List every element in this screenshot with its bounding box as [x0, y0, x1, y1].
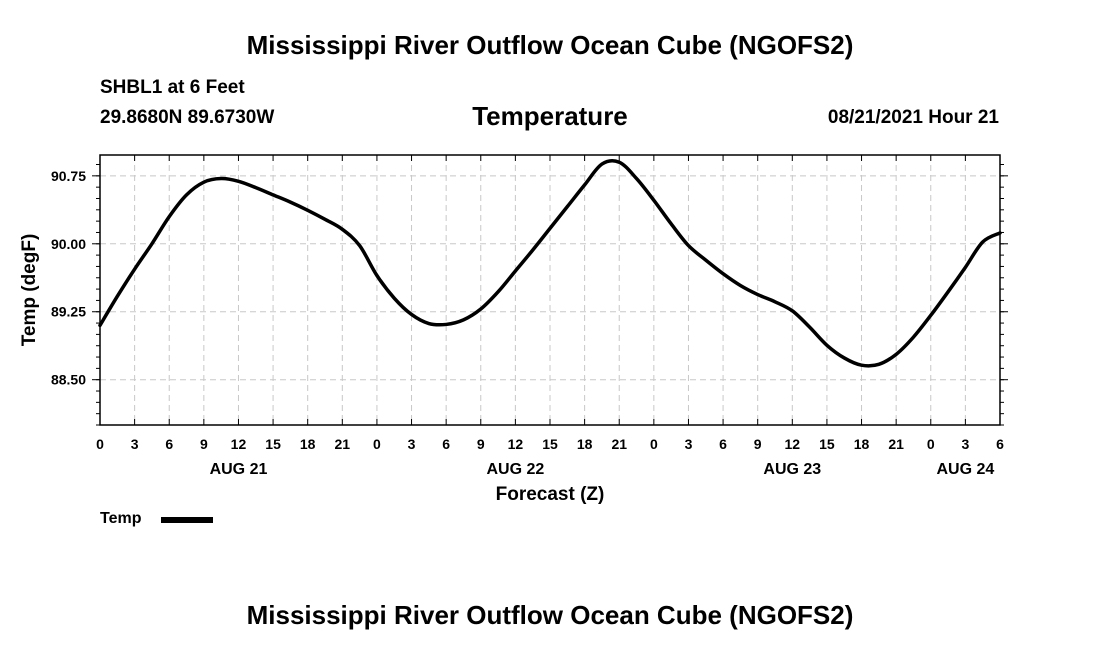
day-label: AUG 23	[763, 461, 821, 478]
x-tick-label: 3	[131, 436, 139, 452]
x-tick-label: 21	[888, 436, 904, 452]
day-label: AUG 22	[486, 461, 544, 478]
x-tick-label: 21	[611, 436, 627, 452]
station-label: SHBL1 at 6 Feet	[100, 77, 245, 98]
x-tick-label: 6	[996, 436, 1004, 452]
main-title: Mississippi River Outflow Ocean Cube (NG…	[246, 30, 854, 60]
legend-label: Temp	[100, 510, 142, 527]
x-tick-label: 3	[961, 436, 969, 452]
x-tick-label: 18	[854, 436, 870, 452]
axis-labels: 0 3 6 9 12 15 18 21 0 3 6 9 12 15 18 21 0 3 6 9 12 15 18 21 0 3 6 8…	[51, 168, 1004, 478]
legend-line-swatch	[161, 517, 213, 523]
series-layer	[98, 159, 1002, 368]
y-tick-label: 89.25	[51, 304, 86, 320]
x-tick-label: 18	[300, 436, 316, 452]
x-tick-label: 0	[650, 436, 658, 452]
day-label: AUG 24	[936, 461, 994, 478]
plot-title: Temperature	[472, 101, 628, 131]
y-axis-title: Temp (degF)	[19, 234, 40, 347]
x-tick-label: 0	[927, 436, 935, 452]
x-tick-label: 0	[373, 436, 381, 452]
grid-lines	[100, 155, 1000, 425]
x-tick-label: 6	[442, 436, 450, 452]
x-tick-label: 21	[335, 436, 351, 452]
x-tick-label: 15	[265, 436, 281, 452]
x-tick-label: 12	[231, 436, 247, 452]
footer-title: Mississippi River Outflow Ocean Cube (NG…	[246, 600, 854, 630]
x-tick-label: 9	[754, 436, 762, 452]
y-tick-label: 88.50	[51, 372, 86, 388]
x-tick-label: 12	[785, 436, 801, 452]
x-axis-title: Forecast (Z)	[496, 484, 605, 505]
series-line-temp	[98, 159, 1002, 368]
x-tick-label: 6	[165, 436, 173, 452]
x-tick-label: 12	[508, 436, 524, 452]
day-label: AUG 21	[210, 461, 268, 478]
plot-frame	[99, 154, 1001, 426]
x-tick-label: 9	[200, 436, 208, 452]
x-tick-label: 9	[477, 436, 485, 452]
y-tick-label: 90.75	[51, 168, 86, 184]
x-tick-label: 6	[719, 436, 727, 452]
x-tick-label: 3	[408, 436, 416, 452]
forecast-datetime: 08/21/2021 Hour 21	[827, 107, 999, 128]
y-tick-label: 90.00	[51, 236, 86, 252]
x-tick-label: 3	[685, 436, 693, 452]
x-tick-label: 0	[96, 436, 104, 452]
coordinates-label: 29.8680N 89.6730W	[100, 107, 275, 128]
x-tick-label: 18	[577, 436, 593, 452]
x-tick-label: 15	[819, 436, 835, 452]
x-tick-label: 15	[542, 436, 558, 452]
